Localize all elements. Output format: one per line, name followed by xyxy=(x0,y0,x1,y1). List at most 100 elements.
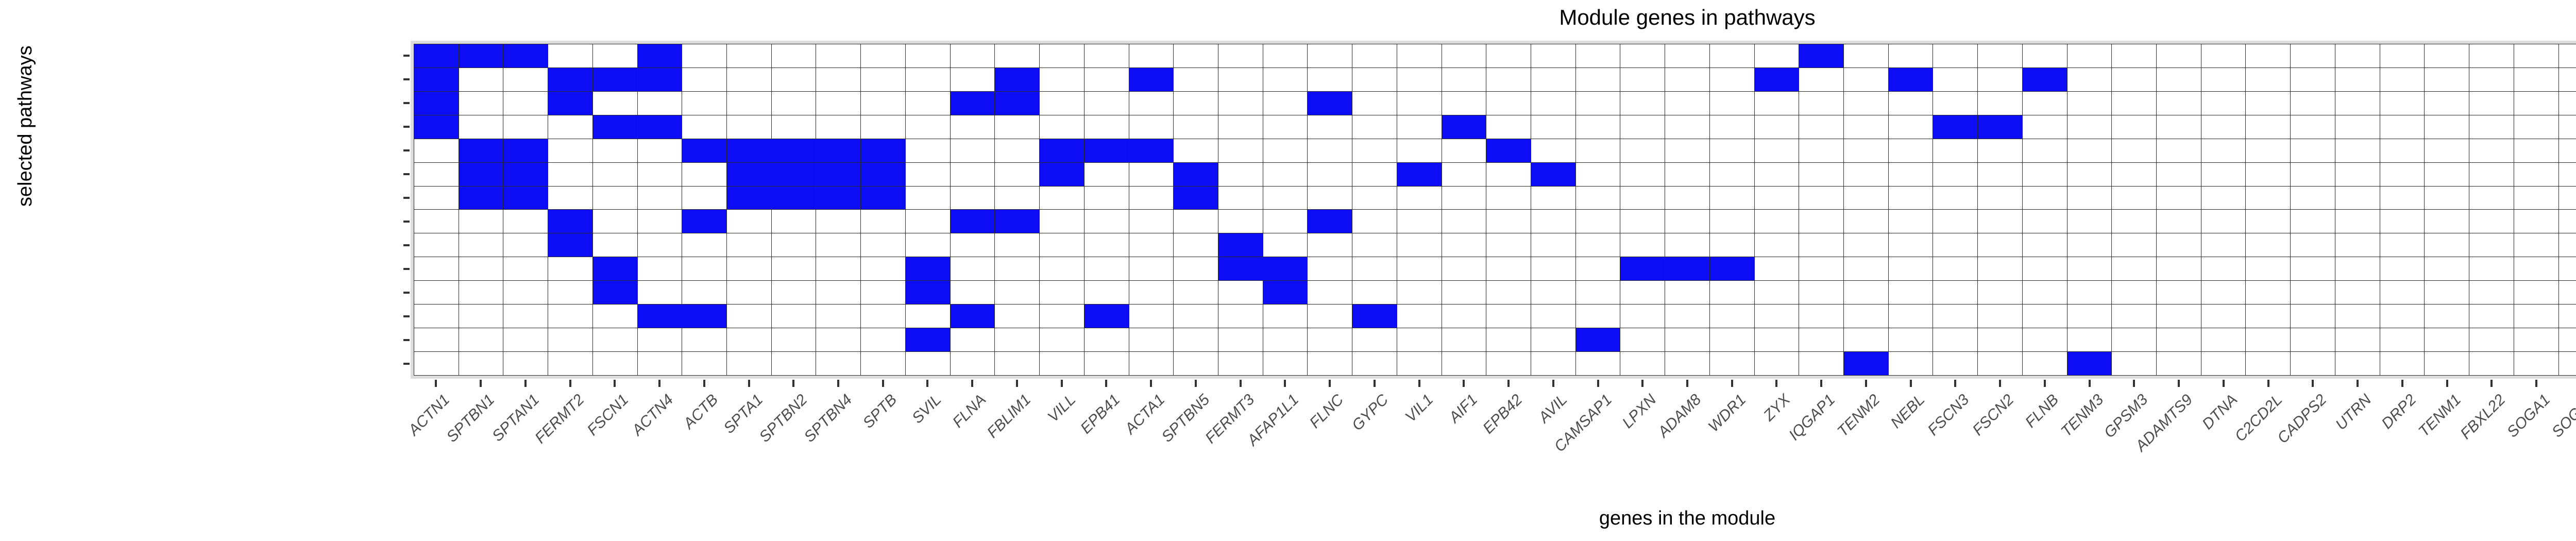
heatmap-cell xyxy=(816,162,861,186)
heatmap-cell xyxy=(2022,328,2067,352)
x-tick-mark xyxy=(1373,380,1376,387)
heatmap-cell xyxy=(1754,210,1799,233)
heatmap-cell xyxy=(1040,162,1084,186)
heatmap-cell xyxy=(727,139,771,162)
heatmap-cell xyxy=(2067,139,2112,162)
heatmap-cell xyxy=(1129,91,1174,115)
heatmap-cell xyxy=(2246,67,2291,91)
heatmap-cell xyxy=(1844,281,1888,305)
heatmap-cell xyxy=(592,44,637,67)
heatmap-cell xyxy=(1084,115,1129,139)
heatmap-cell xyxy=(1308,186,1352,210)
heatmap-cell xyxy=(861,233,905,257)
heatmap-cell xyxy=(414,328,459,352)
heatmap-cell xyxy=(2425,115,2469,139)
heatmap-cell xyxy=(1933,352,1978,375)
heatmap-cell xyxy=(1575,91,1620,115)
heatmap-cell xyxy=(1888,44,1933,67)
heatmap-cell xyxy=(1888,233,1933,257)
heatmap-cell xyxy=(1397,162,1442,186)
heatmap-cell xyxy=(1397,281,1442,305)
heatmap-cell xyxy=(1084,233,1129,257)
heatmap-cell xyxy=(950,67,995,91)
heatmap-cell xyxy=(2558,305,2576,328)
heatmap-cell xyxy=(1084,91,1129,115)
heatmap-cell xyxy=(2335,257,2380,281)
heatmap-cell xyxy=(1933,257,1978,281)
x-tick-mark xyxy=(1507,380,1510,387)
heatmap-cell xyxy=(1933,328,1978,352)
heatmap-cell xyxy=(905,352,950,375)
heatmap-cell xyxy=(1665,210,1709,233)
heatmap-cell xyxy=(2514,257,2558,281)
heatmap-cell xyxy=(816,186,861,210)
y-tick-mark xyxy=(403,197,410,199)
heatmap-cell xyxy=(727,44,771,67)
heatmap-cell xyxy=(771,91,816,115)
heatmap-cell xyxy=(637,281,682,305)
heatmap-cell xyxy=(2558,162,2576,186)
heatmap-cell xyxy=(1531,67,1575,91)
heatmap-cell xyxy=(861,139,905,162)
heatmap-cell xyxy=(1040,115,1084,139)
heatmap-cell xyxy=(816,281,861,305)
heatmap-cell xyxy=(2157,186,2201,210)
heatmap-cell xyxy=(1084,328,1129,352)
heatmap-cell xyxy=(503,91,548,115)
heatmap-cell xyxy=(592,352,637,375)
heatmap-cell xyxy=(1575,186,1620,210)
heatmap-cell xyxy=(1263,352,1308,375)
heatmap-cell xyxy=(1620,186,1665,210)
heatmap-cell xyxy=(995,281,1040,305)
heatmap-cell xyxy=(459,257,503,281)
heatmap-cell xyxy=(1709,186,1754,210)
heatmap-cell xyxy=(1531,91,1575,115)
heatmap-cell xyxy=(1397,328,1442,352)
heatmap-cell xyxy=(1799,257,1844,281)
heatmap-cell xyxy=(2112,257,2157,281)
heatmap-cell xyxy=(2514,91,2558,115)
heatmap-cell xyxy=(2112,139,2157,162)
heatmap-cell xyxy=(905,186,950,210)
heatmap-cell xyxy=(816,210,861,233)
heatmap-cell xyxy=(1754,44,1799,67)
heatmap-cell xyxy=(1129,281,1174,305)
heatmap-cell xyxy=(2291,352,2335,375)
heatmap-cell xyxy=(414,352,459,375)
heatmap-cell xyxy=(2469,233,2514,257)
heatmap-cell xyxy=(1620,305,1665,328)
heatmap-cell xyxy=(1352,91,1397,115)
heatmap-cell xyxy=(637,67,682,91)
heatmap-cell xyxy=(1397,91,1442,115)
heatmap-cell xyxy=(1620,257,1665,281)
heatmap-cell xyxy=(1665,233,1709,257)
heatmap-grid xyxy=(414,44,2576,376)
heatmap-cell xyxy=(548,67,592,91)
heatmap-cell xyxy=(771,257,816,281)
x-tick-mark xyxy=(2222,380,2225,387)
heatmap-cell xyxy=(548,210,592,233)
heatmap-cell xyxy=(637,44,682,67)
heatmap-cell xyxy=(1799,328,1844,352)
heatmap-cell xyxy=(1442,162,1486,186)
y-tick-mark xyxy=(403,339,410,341)
heatmap-cell xyxy=(905,44,950,67)
heatmap-cell xyxy=(2157,162,2201,186)
heatmap-cell xyxy=(1575,305,1620,328)
heatmap-cell xyxy=(1084,352,1129,375)
heatmap-cell xyxy=(1978,281,2022,305)
heatmap-cell xyxy=(1575,115,1620,139)
heatmap-cell xyxy=(1218,281,1263,305)
heatmap-cell xyxy=(771,328,816,352)
heatmap-cell xyxy=(548,162,592,186)
heatmap-cell xyxy=(2425,352,2469,375)
heatmap-cell xyxy=(995,186,1040,210)
heatmap-cell xyxy=(1978,139,2022,162)
x-tick-mark xyxy=(1597,380,1599,387)
heatmap-cell xyxy=(1308,233,1352,257)
heatmap-cell xyxy=(2246,91,2291,115)
heatmap-cell xyxy=(1754,139,1799,162)
heatmap-cell xyxy=(2112,233,2157,257)
heatmap-cell xyxy=(1352,352,1397,375)
heatmap-cell xyxy=(414,186,459,210)
